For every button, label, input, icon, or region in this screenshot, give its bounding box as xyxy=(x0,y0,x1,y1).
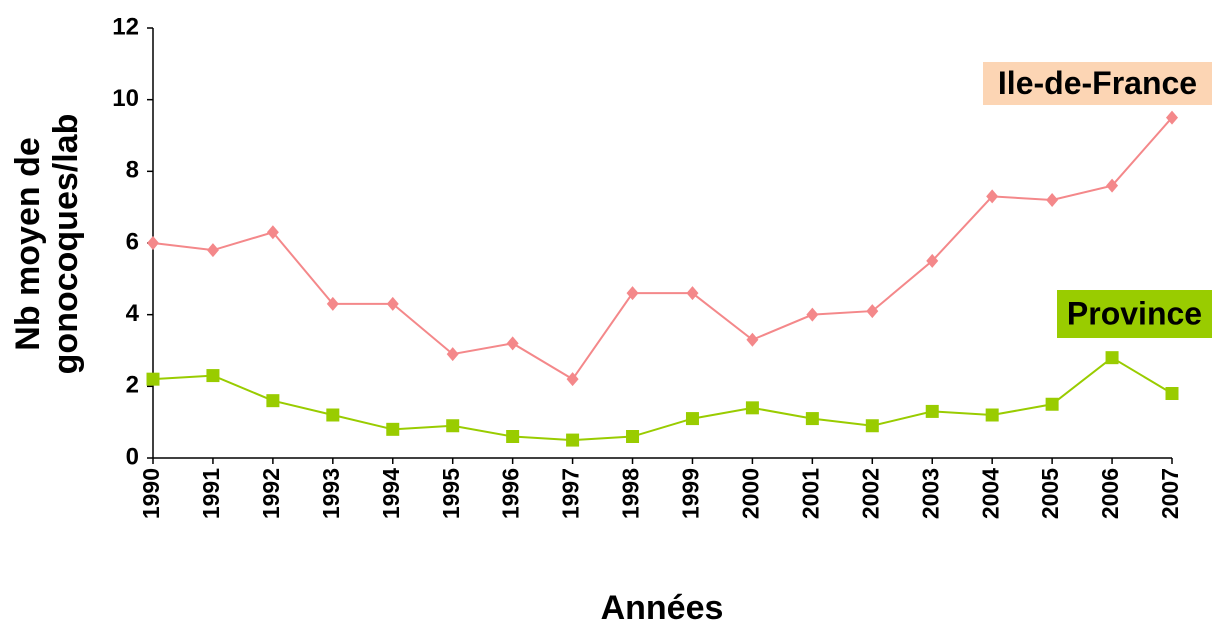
y-tick-label: 6 xyxy=(126,228,139,255)
point xyxy=(206,369,220,383)
y-axis-label: gonocoques/lab xyxy=(47,114,85,375)
x-tick-label: 2006 xyxy=(1097,468,1123,519)
point xyxy=(386,296,399,311)
y-tick-label: 10 xyxy=(112,85,139,112)
point xyxy=(147,236,159,250)
y-tick-label: 8 xyxy=(126,157,139,184)
x-tick-label: 1995 xyxy=(438,468,464,519)
x-tick-label: 1999 xyxy=(678,468,704,519)
series-label-box xyxy=(983,62,1212,105)
point xyxy=(865,419,879,433)
x-tick-label: 1993 xyxy=(318,468,344,519)
x-tick-label: 2005 xyxy=(1037,468,1063,519)
x-tick-label: 1994 xyxy=(378,468,404,519)
point xyxy=(985,408,999,422)
x-tick-label: 1991 xyxy=(198,468,224,519)
point xyxy=(686,286,699,301)
x-tick-label: 1990 xyxy=(138,468,164,519)
point xyxy=(685,412,699,426)
x-tick-label: 1992 xyxy=(258,468,284,519)
point xyxy=(506,336,519,351)
point xyxy=(566,372,579,387)
point xyxy=(326,408,340,422)
series-label: Province xyxy=(1067,295,1202,331)
y-tick-label: 12 xyxy=(112,13,139,40)
point xyxy=(626,430,640,443)
point xyxy=(206,243,219,258)
y-tick-label: 2 xyxy=(126,372,139,399)
x-axis-label: Années xyxy=(601,589,724,627)
point xyxy=(1046,193,1059,207)
point xyxy=(986,189,999,204)
point xyxy=(1165,387,1179,400)
x-tick-label: 1996 xyxy=(498,468,524,519)
point xyxy=(506,430,520,443)
point xyxy=(866,304,879,319)
point xyxy=(146,372,160,386)
point xyxy=(746,332,759,347)
x-tick-label: 2003 xyxy=(917,468,943,519)
x-tick-label: 1998 xyxy=(618,468,644,519)
point xyxy=(1105,351,1119,365)
series-label-box xyxy=(1057,290,1212,338)
point xyxy=(446,419,460,433)
series-line xyxy=(152,356,1173,442)
point xyxy=(806,307,819,322)
y-tick-label: 4 xyxy=(126,300,140,327)
point xyxy=(266,394,280,408)
point xyxy=(805,412,819,426)
point xyxy=(266,225,279,240)
point xyxy=(925,404,939,418)
x-tick-label: 2000 xyxy=(737,468,763,519)
y-axis-label: Nb moyen de xyxy=(9,137,47,350)
point xyxy=(386,422,400,436)
point xyxy=(926,253,939,268)
point xyxy=(1166,110,1178,125)
series-line xyxy=(152,116,1173,381)
x-tick-label: 2004 xyxy=(977,468,1003,519)
x-tick-label: 2002 xyxy=(857,468,883,519)
point xyxy=(1106,178,1119,193)
x-tick-label: 2001 xyxy=(797,468,823,519)
point xyxy=(1045,397,1059,411)
y-tick-label: 0 xyxy=(126,443,139,470)
x-tick-label: 2007 xyxy=(1157,468,1183,519)
point xyxy=(745,401,759,415)
x-tick-label: 1997 xyxy=(558,468,584,519)
point xyxy=(326,296,339,311)
series-label: Ile-de-France xyxy=(998,65,1197,101)
point xyxy=(566,433,580,447)
point xyxy=(626,286,639,301)
point xyxy=(446,347,459,362)
